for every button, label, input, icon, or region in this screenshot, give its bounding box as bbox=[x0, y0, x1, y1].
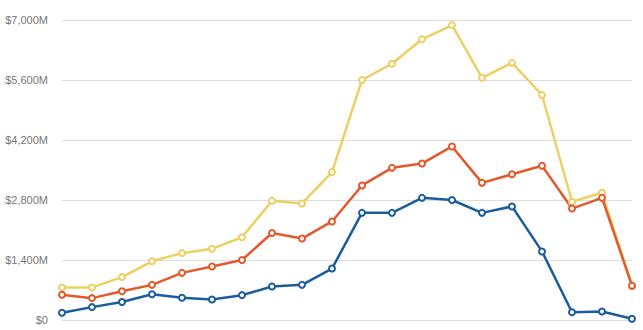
svg-text:$4,200M: $4,200M bbox=[5, 134, 48, 146]
svg-text:$5,600M: $5,600M bbox=[5, 74, 48, 86]
svg-text:$0: $0 bbox=[36, 314, 48, 326]
svg-text:$7,000M: $7,000M bbox=[5, 14, 48, 26]
svg-text:$1,400M: $1,400M bbox=[5, 254, 48, 266]
svg-text:$2,800M: $2,800M bbox=[5, 194, 48, 206]
